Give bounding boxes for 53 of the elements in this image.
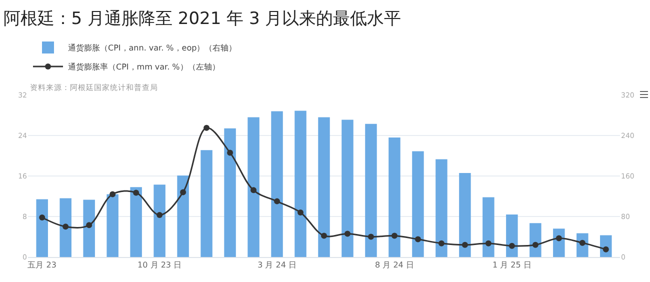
point [298, 209, 304, 216]
legend-label: 通货膨胀率（CPI，mm var. %）（左轴） [68, 62, 220, 72]
bar [271, 111, 283, 257]
bar [154, 184, 166, 257]
point [86, 222, 92, 228]
x-tick-label: 8 月 24 日 [375, 260, 414, 270]
bar [224, 128, 236, 257]
x-tick-label: 3 月 24 日 [258, 260, 296, 270]
point [344, 230, 350, 237]
bar [318, 117, 330, 257]
point [391, 232, 398, 239]
point [133, 190, 140, 196]
bar [130, 187, 142, 257]
bar [60, 198, 72, 257]
bar [83, 200, 95, 257]
point [368, 234, 374, 240]
bar [36, 199, 48, 257]
bar [106, 194, 118, 257]
bar [436, 159, 448, 257]
point [227, 150, 234, 156]
bar [459, 172, 471, 257]
point [438, 240, 444, 246]
point [62, 224, 69, 230]
point [462, 242, 468, 248]
bar [294, 110, 306, 257]
bar [412, 151, 424, 257]
point [556, 235, 562, 242]
point [39, 214, 46, 221]
point [110, 191, 116, 198]
point [204, 124, 210, 131]
bar [365, 124, 377, 257]
point [414, 236, 421, 242]
bar [388, 138, 400, 257]
point [485, 240, 492, 246]
point [508, 242, 515, 249]
point [180, 189, 186, 196]
x-tick-label: 1 月 25 日 [492, 260, 532, 270]
bar [177, 175, 189, 257]
bar [342, 120, 354, 257]
x-tick-label: 五月 23 [28, 260, 56, 270]
legend-label: 通货膨胀（CPI，ann. var. %，eop）（右轴） [68, 44, 237, 53]
point [274, 198, 280, 204]
chart-title: 阿根廷：5 月通胀降至 2021 年 3 月以来的最低水平 [3, 8, 402, 29]
point [250, 187, 257, 194]
bar [530, 223, 542, 257]
bar [482, 197, 494, 257]
x-tick-label: 10 月 23 日 [138, 260, 182, 270]
bar [506, 214, 518, 257]
point [156, 212, 163, 218]
bar [200, 150, 212, 257]
point [321, 232, 327, 239]
bar [248, 117, 260, 257]
point [532, 242, 538, 248]
